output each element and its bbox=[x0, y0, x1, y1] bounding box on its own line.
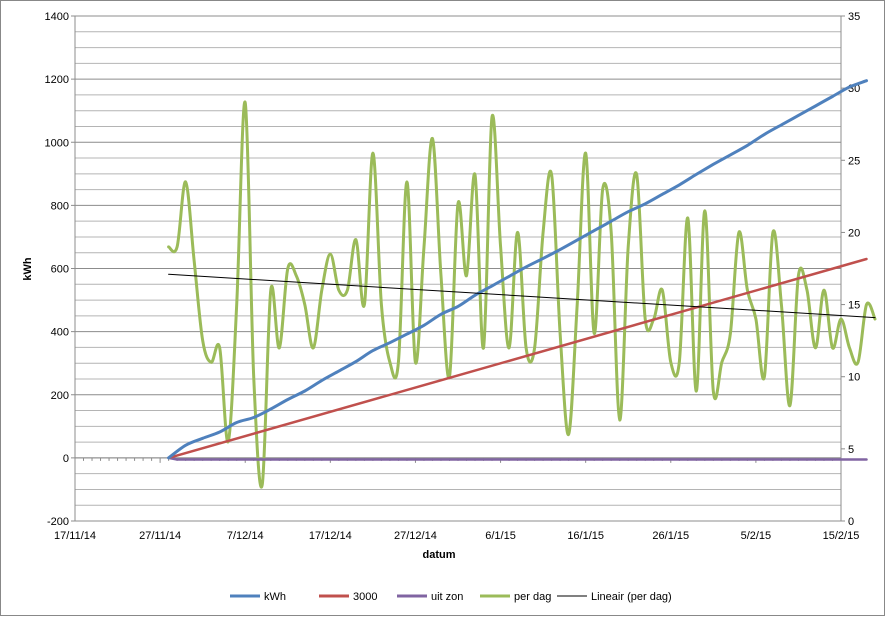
series-line-per-dag bbox=[167, 100, 877, 489]
y-tick-label: 800 bbox=[51, 200, 69, 212]
y-tick-label: 0 bbox=[63, 453, 69, 465]
y-tick-label: -200 bbox=[47, 516, 69, 528]
x-axis-title: datum bbox=[423, 549, 456, 561]
y2-tick-label: 35 bbox=[848, 11, 860, 23]
x-tick-label: 6/1/15 bbox=[485, 530, 516, 542]
legend-label: kWh bbox=[264, 591, 286, 603]
legend-label: Lineair (per dag) bbox=[591, 591, 672, 603]
legend-label: 3000 bbox=[353, 591, 377, 603]
y-axis-title: kWh bbox=[22, 257, 34, 281]
y-tick-label: 1400 bbox=[45, 11, 69, 23]
x-tick-label: 16/1/15 bbox=[567, 530, 604, 542]
grid-lines bbox=[75, 15, 841, 522]
y-tick-label: 600 bbox=[51, 264, 69, 276]
x-tick-label: 15/2/15 bbox=[823, 530, 860, 542]
series-layer bbox=[167, 79, 877, 489]
y2-tick-label: 5 bbox=[848, 444, 854, 456]
y-axis-left: -200 0 200 400 600 800 1000 1200 1400 bbox=[45, 11, 75, 528]
y2-tick-label: 15 bbox=[848, 300, 860, 312]
x-tick-label: 27/12/14 bbox=[394, 530, 437, 542]
series-line-uit-zon bbox=[167, 456, 868, 461]
series-line-kwh bbox=[167, 79, 868, 460]
y-tick-label: 200 bbox=[51, 390, 69, 402]
y-tick-label: 1200 bbox=[45, 74, 69, 86]
y2-tick-label: 10 bbox=[848, 372, 860, 384]
y-tick-label: 400 bbox=[51, 327, 69, 339]
series-line-lineair-per-dag bbox=[168, 273, 876, 319]
legend: kWh 3000 uit zon per dag Lineair (per dag) bbox=[230, 591, 672, 603]
legend-label: uit zon bbox=[431, 591, 463, 603]
x-tick-label: 26/1/15 bbox=[652, 530, 689, 542]
x-tick-label: 17/11/14 bbox=[54, 530, 96, 542]
x-tick-label: 7/12/14 bbox=[227, 530, 264, 542]
series-line-3000 bbox=[167, 257, 868, 460]
x-tick-label: 27/11/14 bbox=[139, 530, 181, 542]
x-axis: 17/11/14 27/11/14 7/12/14 17/12/14 27/12/14 6… bbox=[54, 457, 860, 542]
y2-tick-label: 0 bbox=[848, 516, 854, 528]
y2-tick-label: 20 bbox=[848, 227, 860, 239]
y2-tick-label: 25 bbox=[848, 155, 860, 167]
legend-label: per dag bbox=[514, 591, 551, 603]
x-tick-label: 17/12/14 bbox=[309, 530, 352, 542]
x-tick-label: 5/2/15 bbox=[741, 530, 772, 542]
y-tick-label: 1000 bbox=[45, 137, 69, 149]
